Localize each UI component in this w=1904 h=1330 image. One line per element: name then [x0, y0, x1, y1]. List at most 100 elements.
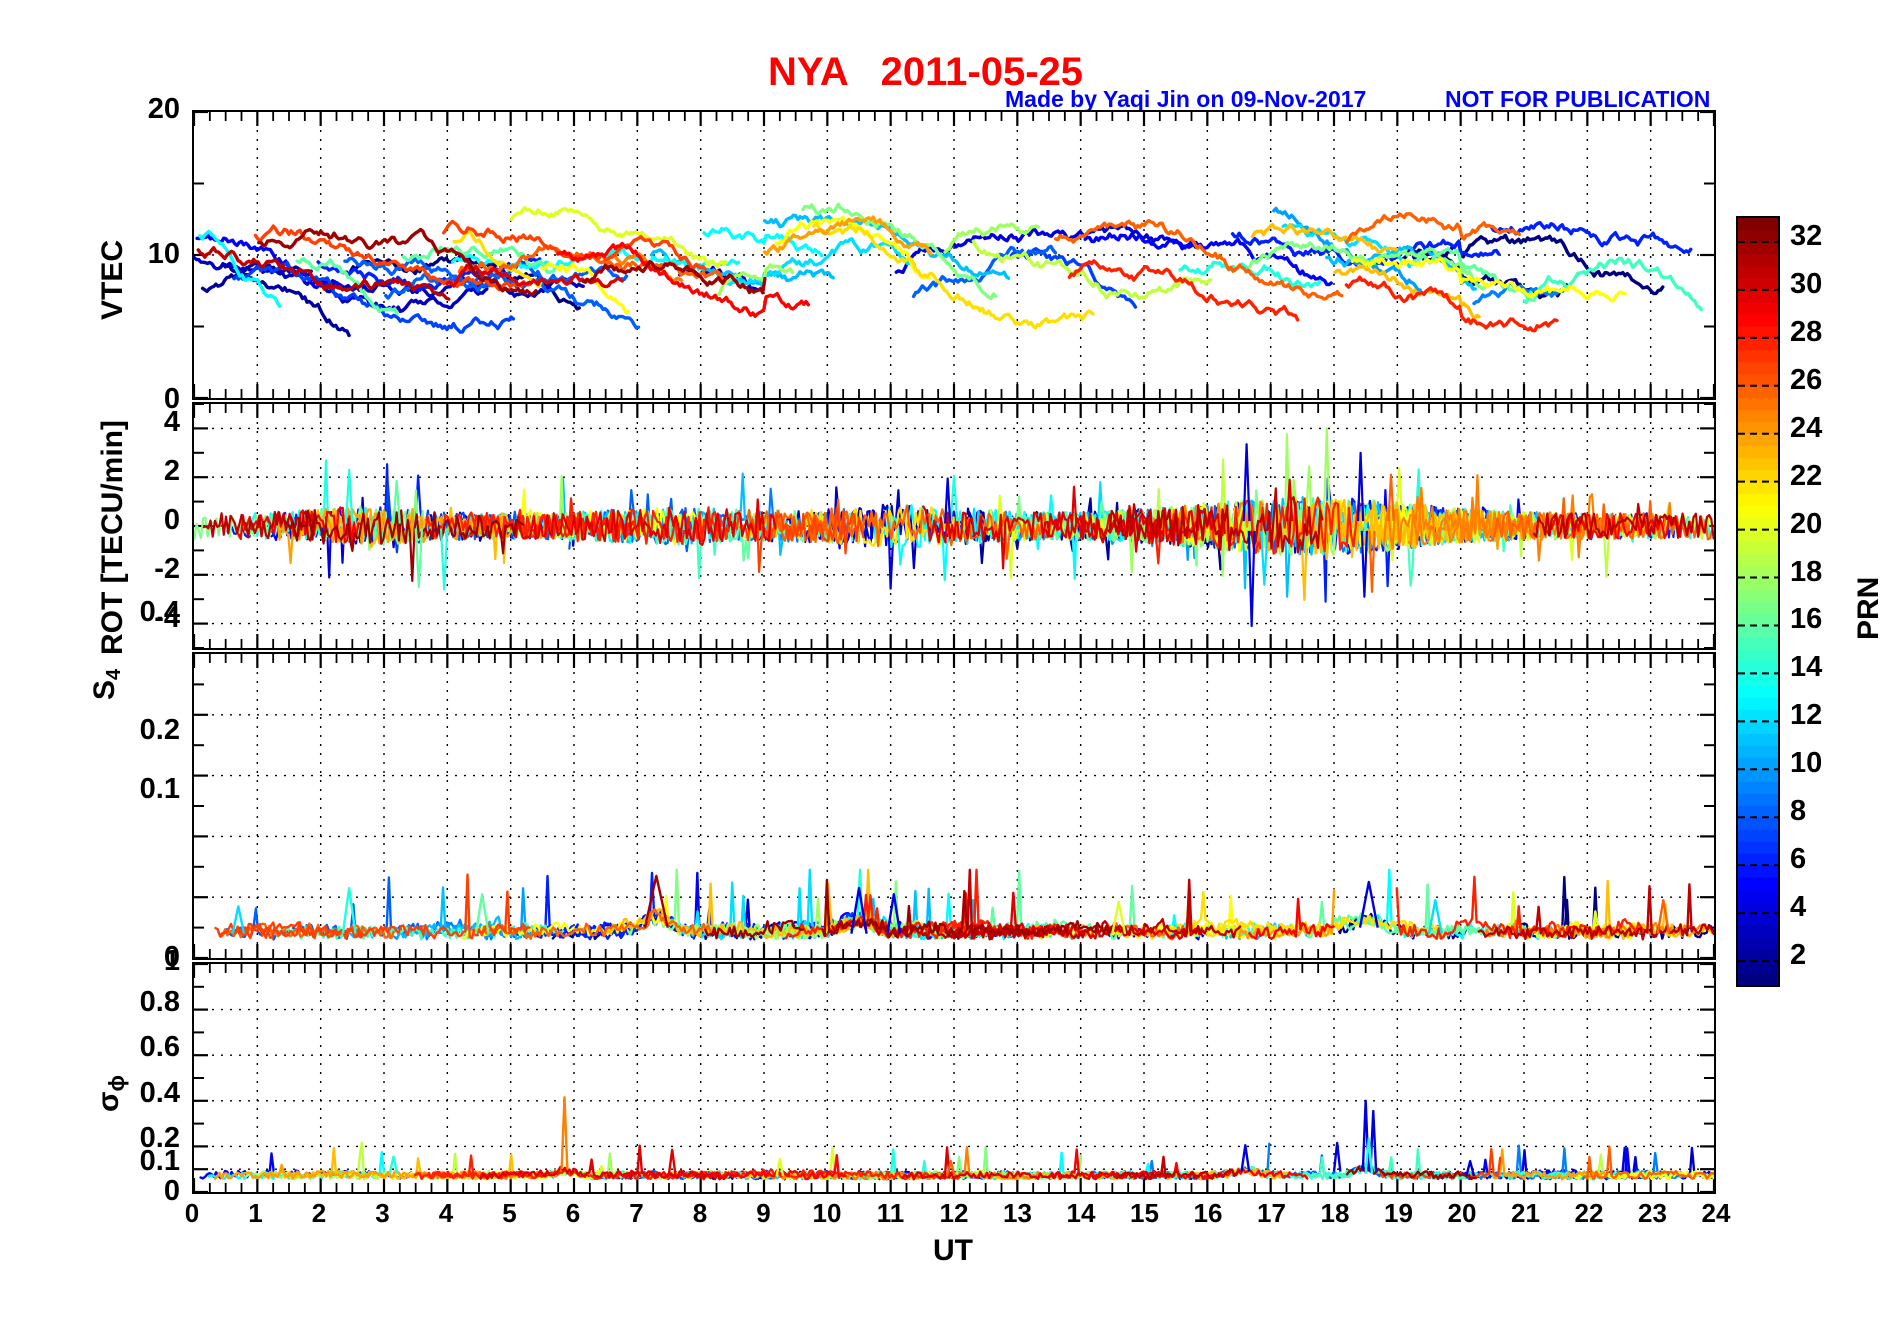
colorbar-tick-32: 32 [1790, 219, 1823, 252]
prn-20-spike [775, 1157, 785, 1177]
prn-12-spike [1427, 899, 1443, 934]
prn-21-trace [774, 215, 931, 280]
prn-22-trace [812, 221, 1095, 330]
prn-10-trace [1272, 206, 1422, 292]
prn-4-spike [944, 477, 952, 524]
sigphi-ytick-0p2: 0.2 [139, 1122, 180, 1154]
s4-ytick-0p2: 0.2 [139, 714, 180, 746]
prn-30-trace [445, 263, 624, 289]
sigphi-ytick-1: 1 [163, 945, 180, 977]
prn-12-spike [231, 905, 246, 934]
colorbar-tick-28: 28 [1790, 315, 1823, 348]
x-tick-1: 1 [248, 1198, 263, 1228]
prn-4-spike [850, 886, 868, 934]
rot-ytick-neg4: -4 [154, 602, 180, 634]
s4-ytick-0: 0 [163, 941, 180, 973]
vtec-ytick-20: 20 [147, 93, 180, 125]
prn-30-trace [922, 485, 1226, 570]
prn-26-trace [471, 908, 714, 940]
prn-27-trace [235, 873, 531, 940]
phi-subscript: ϕ [104, 1074, 129, 1092]
s4-subscript: 4 [103, 668, 125, 680]
prn-28-trace [1344, 275, 1559, 333]
prn-30-trace [479, 1158, 642, 1180]
sigma-phi-axis-label: σϕ [92, 1074, 129, 1112]
x-tick-11: 11 [876, 1198, 905, 1228]
sigma-phi-panel [192, 962, 1716, 1194]
prn-31-trace [202, 508, 316, 542]
prn-5-trace [1083, 232, 1333, 287]
prn-18-trace [1101, 427, 1340, 578]
prn-4-spike [1356, 451, 1365, 522]
prn-31-trace [1477, 883, 1714, 941]
prn-17-trace [801, 202, 998, 301]
prn-23-trace [1333, 263, 1481, 320]
sigphi-ytick-0p6: 0.6 [139, 1031, 180, 1063]
prn-13-trace [702, 226, 824, 258]
prn-14-spike [344, 468, 354, 524]
prn-32-trace [286, 509, 525, 582]
x-tick-21: 21 [1511, 1198, 1540, 1228]
prn-22-trace [1158, 915, 1445, 940]
colorbar-tick-2: 2 [1790, 939, 1807, 972]
rot-ytick-neg2: -2 [154, 553, 180, 585]
s4-axis-label: S4 [88, 668, 125, 700]
prn-32-trace [704, 919, 805, 940]
prn-16-spike [474, 892, 490, 934]
x-tick-24: 24 [1701, 1198, 1731, 1228]
x-tick-6: 6 [565, 1198, 581, 1228]
prn-26-spike [1387, 473, 1395, 522]
prn-4-spike [1369, 1109, 1378, 1172]
prn-16-spike [392, 479, 401, 524]
prn-14-spike [341, 886, 357, 934]
prn-25-spike [560, 1096, 569, 1170]
prn-14-spike [1364, 1137, 1374, 1174]
vtec-panel [192, 110, 1716, 400]
series-group [194, 202, 1704, 338]
x-tick-14: 14 [1066, 1198, 1096, 1228]
prn-26-spike [945, 1160, 956, 1177]
prn-4-spike [886, 892, 902, 934]
prn-15-trace [1522, 256, 1704, 312]
x-tick-22: 22 [1574, 1198, 1604, 1228]
vtec-ytick-0: 0 [163, 383, 180, 415]
vtec-axis-label: VTEC [96, 239, 129, 320]
prn-30-spike [1286, 478, 1294, 522]
prn-1-trace [1390, 233, 1665, 296]
prn-31-trace [1532, 502, 1714, 540]
rot-ytick-4: 4 [163, 406, 180, 438]
prn-30-trace [623, 1144, 739, 1181]
publication-notice: NOT FOR PUBLICATION [1445, 86, 1711, 112]
x-tick-13: 13 [1003, 1198, 1032, 1228]
prn-28-trace [1067, 259, 1300, 322]
s4-panel [192, 652, 1716, 960]
prn-23-trace [1265, 498, 1472, 601]
sigphi-ytick-0p4: 0.4 [139, 1077, 180, 1109]
prn-14-spike [439, 528, 449, 591]
prn-31-trace [196, 246, 451, 301]
prn-4-spike [1358, 880, 1379, 928]
x-axis-label: UT [933, 1234, 973, 1267]
prn-16-trace [295, 257, 399, 316]
x-tick-16: 16 [1193, 1198, 1223, 1228]
series-group [214, 868, 1714, 941]
s4-ytick-0p4: 0.4 [139, 596, 180, 628]
prn-23-trace [1250, 222, 1399, 255]
colorbar-tick-22: 22 [1790, 459, 1823, 492]
x-tick-8: 8 [692, 1198, 708, 1228]
prn-12-spike [1260, 530, 1269, 586]
x-tick-3: 3 [375, 1198, 390, 1228]
x-tick-4: 4 [438, 1198, 454, 1228]
prn-7-trace [1009, 246, 1138, 309]
x-tick-12: 12 [939, 1198, 969, 1228]
sigphi-ytick-0: 0 [163, 1175, 180, 1207]
x-tick-9: 9 [756, 1198, 771, 1228]
prn-32-trace [257, 227, 538, 297]
colorbar-tick-30: 30 [1790, 267, 1823, 300]
prn-18-trace [713, 263, 795, 300]
x-tick-0: 0 [184, 1198, 200, 1228]
colorbar-tick-8: 8 [1790, 795, 1807, 828]
prn-18-trace [943, 222, 1040, 254]
prn-22-trace [452, 229, 543, 289]
prn-21-trace [540, 262, 630, 315]
